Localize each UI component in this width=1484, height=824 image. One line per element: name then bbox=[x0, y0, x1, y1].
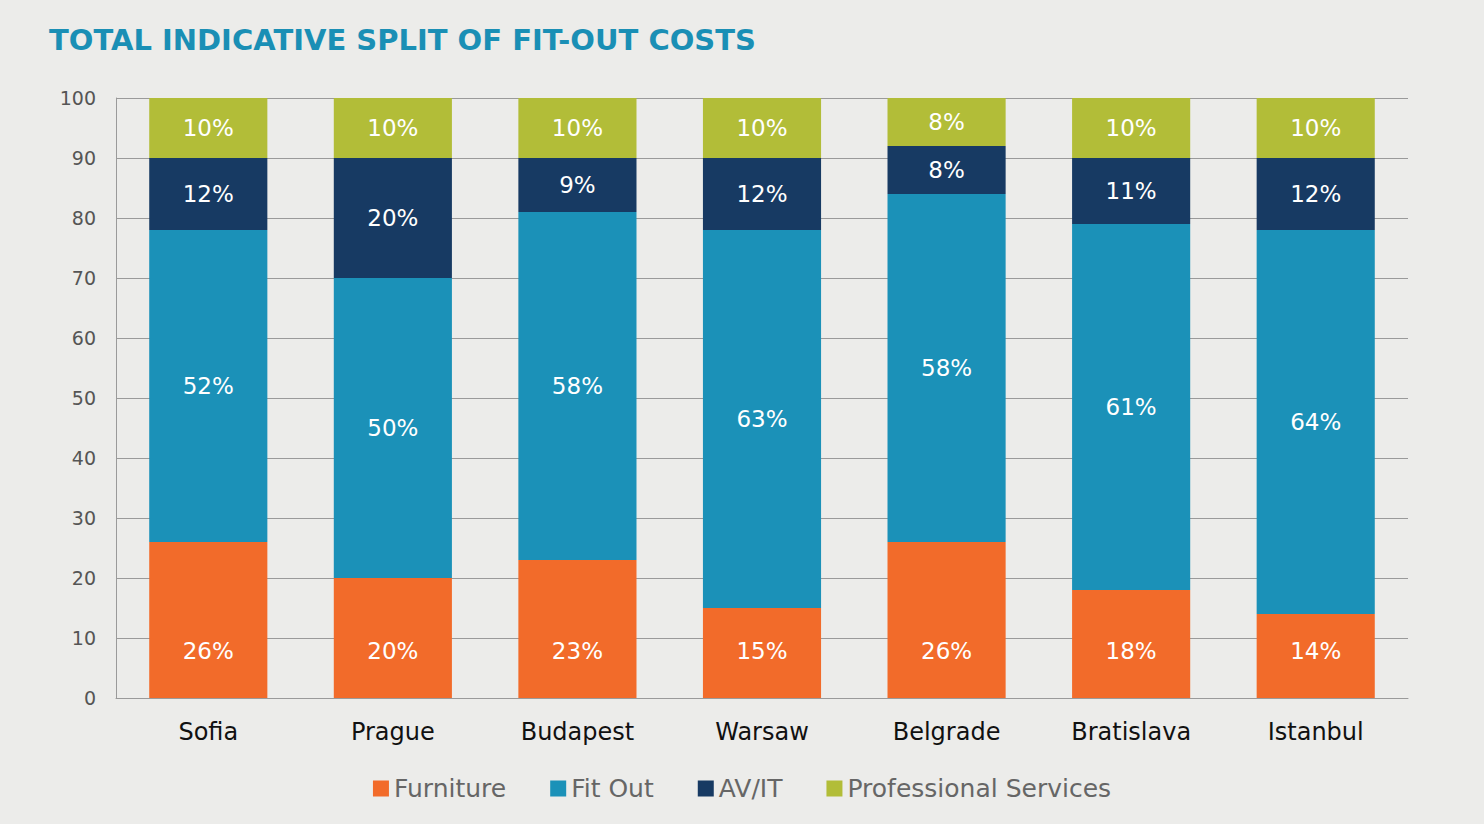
svg-text:Fit Out: Fit Out bbox=[571, 774, 654, 803]
svg-text:90: 90 bbox=[72, 147, 96, 169]
svg-text:80: 80 bbox=[72, 207, 96, 229]
svg-text:10%: 10% bbox=[736, 115, 787, 141]
svg-text:Prague: Prague bbox=[351, 718, 435, 746]
svg-text:70: 70 bbox=[72, 267, 96, 289]
svg-text:Sofia: Sofia bbox=[178, 718, 238, 746]
svg-text:Istanbul: Istanbul bbox=[1268, 718, 1364, 746]
svg-text:58%: 58% bbox=[552, 373, 603, 399]
svg-text:18%: 18% bbox=[1106, 638, 1157, 664]
svg-text:11%: 11% bbox=[1106, 178, 1157, 204]
svg-text:52%: 52% bbox=[183, 373, 234, 399]
svg-text:58%: 58% bbox=[921, 355, 972, 381]
svg-text:20%: 20% bbox=[367, 638, 418, 664]
svg-text:20: 20 bbox=[72, 567, 96, 589]
svg-text:Bratislava: Bratislava bbox=[1071, 718, 1191, 746]
svg-text:63%: 63% bbox=[736, 406, 787, 432]
svg-text:0: 0 bbox=[84, 687, 96, 709]
svg-text:Budapest: Budapest bbox=[521, 718, 635, 746]
svg-text:8%: 8% bbox=[928, 109, 965, 135]
svg-text:10%: 10% bbox=[552, 115, 603, 141]
svg-text:50%: 50% bbox=[367, 415, 418, 441]
svg-text:61%: 61% bbox=[1106, 394, 1157, 420]
svg-text:10%: 10% bbox=[367, 115, 418, 141]
svg-text:14%: 14% bbox=[1290, 638, 1341, 664]
svg-text:50: 50 bbox=[72, 387, 96, 409]
svg-text:30: 30 bbox=[72, 507, 96, 529]
svg-text:10%: 10% bbox=[183, 115, 234, 141]
svg-text:Warsaw: Warsaw bbox=[715, 718, 809, 746]
svg-text:26%: 26% bbox=[921, 638, 972, 664]
svg-text:8%: 8% bbox=[928, 157, 965, 183]
svg-text:26%: 26% bbox=[183, 638, 234, 664]
svg-text:20%: 20% bbox=[367, 205, 418, 231]
svg-text:Professional Services: Professional Services bbox=[847, 774, 1111, 803]
svg-text:12%: 12% bbox=[1290, 181, 1341, 207]
svg-text:100: 100 bbox=[60, 87, 96, 109]
svg-text:10: 10 bbox=[72, 627, 96, 649]
svg-text:Belgrade: Belgrade bbox=[893, 718, 1001, 746]
svg-text:23%: 23% bbox=[552, 638, 603, 664]
svg-text:10%: 10% bbox=[1106, 115, 1157, 141]
svg-text:TOTAL INDICATIVE SPLIT OF FIT-: TOTAL INDICATIVE SPLIT OF FIT-OUT COSTS bbox=[49, 23, 756, 57]
svg-text:60: 60 bbox=[72, 327, 96, 349]
svg-text:10%: 10% bbox=[1290, 115, 1341, 141]
svg-text:12%: 12% bbox=[183, 181, 234, 207]
svg-text:12%: 12% bbox=[736, 181, 787, 207]
svg-text:64%: 64% bbox=[1290, 409, 1341, 435]
svg-text:40: 40 bbox=[72, 447, 96, 469]
svg-text:Furniture: Furniture bbox=[394, 774, 506, 803]
svg-text:AV/IT: AV/IT bbox=[719, 774, 783, 803]
svg-text:15%: 15% bbox=[736, 638, 787, 664]
svg-text:9%: 9% bbox=[559, 172, 596, 198]
